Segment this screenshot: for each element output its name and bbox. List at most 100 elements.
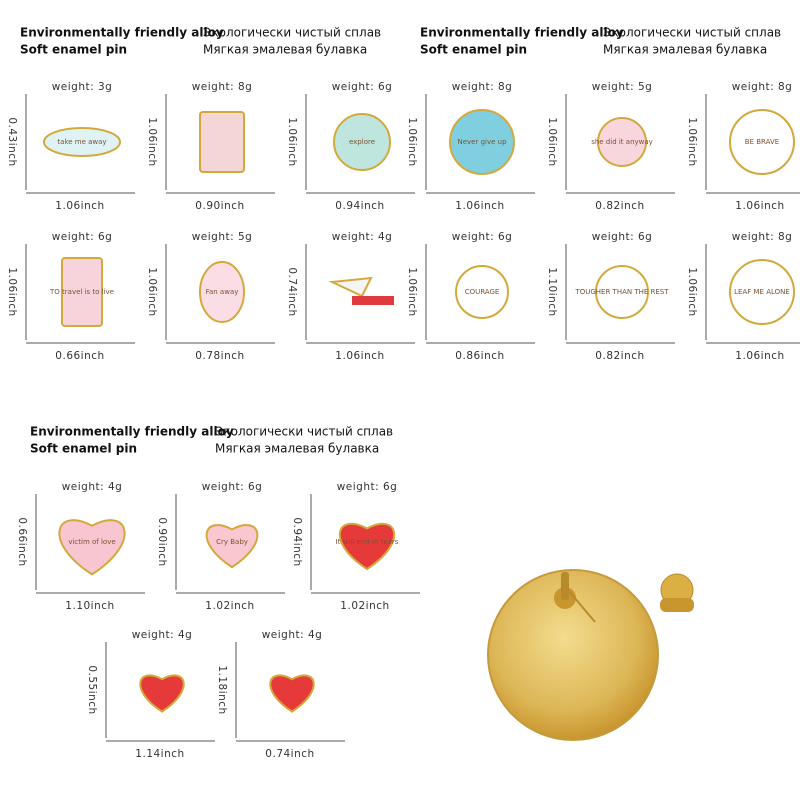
width-label: 1.06inch [735,200,784,212]
header-ru: Экологически чистый сплав [203,26,381,40]
pin-item: weight: 6g 1.06inch 0.66inch TO travel is t… [6,231,135,362]
height-label: 1.06inch [286,117,298,166]
weight-label: weight: 8g [732,81,793,93]
weight-label: weight: 4g [332,231,393,243]
width-label: 1.02inch [205,600,254,612]
pin-item: weight: 6g 1.06inch 0.86inch COURAGE [406,231,535,362]
height-label: 0.94inch [291,517,303,566]
pin-item: weight: 8g 1.06inch 1.06inch BE BRAVE [686,81,800,212]
weight-label: weight: 6g [337,481,398,493]
height-label: 1.18inch [216,665,228,714]
pin-item: weight: 8g 1.06inch 1.06inch LEAF ME ALONE [686,231,800,362]
pin-text: take me away [57,138,106,146]
weight-label: weight: 3g [52,81,113,93]
pin-text: LEAF ME ALONE [734,288,790,296]
weight-label: weight: 8g [192,81,253,93]
width-label: 0.82inch [595,350,644,362]
width-label: 1.02inch [340,600,389,612]
pin-text: explore [349,138,375,146]
header-ru: Мягкая эмалевая булавка [215,442,379,456]
pin-shape [729,109,795,175]
weight-label: weight: 4g [62,481,123,493]
width-label: 1.06inch [735,350,784,362]
height-label: 1.06inch [146,117,158,166]
pin-item: weight: 8g 1.06inch 1.06inch Never give up [406,81,535,212]
header-ru: Экологически чистый сплав [603,26,781,40]
height-label: 1.10inch [546,267,558,316]
pin-item: weight: 4g 1.18inch 0.74inch [216,629,345,760]
pin-shape [338,522,396,571]
pin-shape [449,109,515,175]
pin-shape [199,261,245,323]
height-label: 1.06inch [686,267,698,316]
pin-item: weight: 6g 0.94inch 1.02inch It will end in… [291,481,420,612]
pin-shape [597,117,647,167]
pin-shape [58,519,126,576]
height-label: 0.90inch [156,517,168,566]
pin-text: victim of love [68,538,115,546]
pin-text: It will end in tears [336,538,399,546]
weight-label: weight: 6g [332,81,393,93]
width-label: 0.90inch [195,200,244,212]
weight-label: weight: 4g [132,629,193,641]
header-en: Soft enamel pin [420,43,527,57]
width-label: 1.14inch [135,748,184,760]
width-label: 0.94inch [335,200,384,212]
header-en: Environmentally friendly alloy [20,26,224,40]
pin-shape [455,265,509,319]
weight-label: weight: 6g [592,231,653,243]
pin-text: BE BRAVE [745,138,779,146]
width-label: 0.86inch [455,350,504,362]
width-label: 0.78inch [195,350,244,362]
weight-label: weight: 4g [262,629,323,641]
pin-item: weight: 6g 1.10inch 0.82inch TOUGHER THAN T… [546,231,675,362]
pin-item: weight: 4g 0.55inch 1.14inch [86,629,215,760]
height-label: 0.66inch [16,517,28,566]
height-label: 0.43inch [6,117,18,166]
pin-text: she did it anyway [591,138,653,146]
height-label: 0.74inch [286,267,298,316]
pin-shape [729,259,795,325]
height-label: 1.06inch [686,117,698,166]
pin-shape [205,524,259,569]
pin-shape [595,265,649,319]
pin-shape [43,127,121,157]
header-en: Environmentally friendly alloy [30,425,234,439]
width-label: 0.74inch [265,748,314,760]
pin-text: Cry Baby [216,538,248,546]
pin-item: weight: 5g 1.06inch 0.78inch Fan away [146,231,275,362]
header-en: Environmentally friendly alloy [420,26,624,40]
height-label: 1.06inch [546,117,558,166]
weight-label: weight: 8g [732,231,793,243]
pin-item: weight: 5g 1.06inch 0.82inch she did it any… [546,81,675,212]
pin-text: COURAGE [465,288,500,296]
header-ru: Экологически чистый сплав [215,425,393,439]
header-en: Soft enamel pin [30,442,137,456]
weight-label: weight: 6g [52,231,113,243]
pin-ribbon [352,296,394,305]
header-ru: Мягкая эмалевая булавка [603,43,767,57]
weight-label: weight: 8g [452,81,513,93]
width-label: 1.06inch [455,200,504,212]
height-label: 1.06inch [406,267,418,316]
pin-shape [61,257,103,327]
weight-label: weight: 6g [452,231,513,243]
width-label: 1.06inch [55,200,104,212]
pin-item: weight: 6g 0.90inch 1.02inch Cry Baby [156,481,285,612]
pin-item: weight: 3g 0.43inch 1.06inch take me away [6,81,135,212]
weight-label: weight: 5g [592,81,653,93]
pin-item: weight: 4g 0.66inch 1.10inch victim of love [16,481,145,612]
header-en: Soft enamel pin [20,43,127,57]
pin-shape [199,111,245,173]
pin-shape [139,674,185,713]
width-label: 1.10inch [65,600,114,612]
pin-text: Never give up [457,138,507,146]
width-label: 1.06inch [335,350,384,362]
width-label: 0.66inch [55,350,104,362]
height-label: 1.06inch [146,267,158,316]
height-label: 1.06inch [406,117,418,166]
weight-label: weight: 6g [202,481,263,493]
pin-text: Fan away [206,288,239,296]
height-label: 0.55inch [86,665,98,714]
weight-label: weight: 5g [192,231,253,243]
